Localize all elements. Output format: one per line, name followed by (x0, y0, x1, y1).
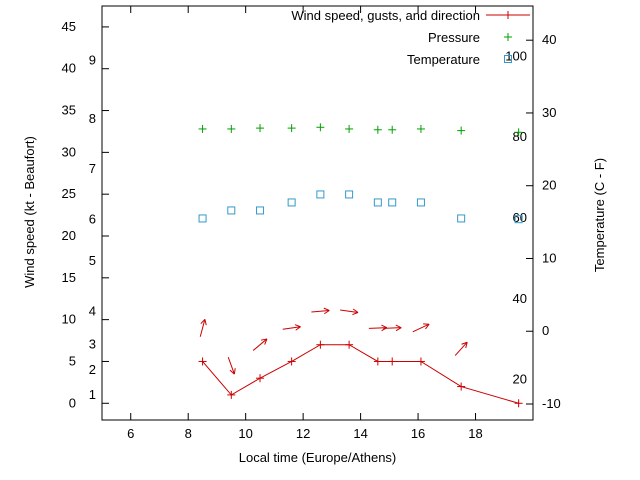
svg-text:2: 2 (89, 362, 96, 377)
svg-text:20: 20 (542, 178, 556, 193)
legend-item-temperature: Temperature (0, 48, 530, 70)
x-axis-title: Local time (Europe/Athens) (238, 450, 397, 465)
svg-text:3: 3 (89, 337, 96, 352)
temperature-square-icon (486, 52, 530, 66)
svg-text:45: 45 (62, 19, 76, 34)
svg-text:30: 30 (542, 105, 556, 120)
svg-text:35: 35 (62, 103, 76, 118)
svg-text:8: 8 (89, 111, 96, 126)
svg-text:7: 7 (89, 161, 96, 176)
svg-text:6: 6 (89, 211, 96, 226)
legend: Wind speed, gusts, and direction Pressur… (0, 4, 530, 70)
svg-text:4: 4 (89, 303, 96, 318)
svg-text:10: 10 (62, 312, 76, 327)
svg-text:0: 0 (542, 323, 549, 338)
svg-text:0: 0 (69, 395, 76, 410)
svg-text:12: 12 (296, 426, 310, 441)
svg-text:40: 40 (62, 61, 76, 76)
svg-text:100: 100 (505, 48, 527, 63)
svg-text:14: 14 (353, 426, 367, 441)
svg-text:5: 5 (69, 353, 76, 368)
svg-text:5: 5 (89, 253, 96, 268)
svg-text:16: 16 (411, 426, 425, 441)
svg-text:8: 8 (185, 426, 192, 441)
svg-text:6: 6 (127, 426, 134, 441)
svg-text:9: 9 (89, 52, 96, 67)
legend-label-wind: Wind speed, gusts, and direction (291, 7, 480, 23)
legend-label-pressure: Pressure (427, 29, 480, 45)
svg-text:20: 20 (513, 372, 527, 387)
svg-text:10: 10 (238, 426, 252, 441)
svg-text:20: 20 (62, 228, 76, 243)
svg-text:60: 60 (513, 210, 527, 225)
wind-line-plus-icon (486, 8, 530, 22)
legend-item-wind: Wind speed, gusts, and direction (0, 4, 530, 26)
svg-text:-10: -10 (542, 396, 561, 411)
svg-text:40: 40 (542, 32, 556, 47)
svg-text:40: 40 (513, 291, 527, 306)
svg-text:25: 25 (62, 186, 76, 201)
svg-text:80: 80 (513, 129, 527, 144)
legend-item-pressure: Pressure (0, 26, 530, 48)
svg-text:18: 18 (468, 426, 482, 441)
svg-text:30: 30 (62, 144, 76, 159)
legend-label-temperature: Temperature (407, 51, 480, 67)
pressure-plus-icon (486, 30, 530, 44)
svg-text:10: 10 (542, 250, 556, 265)
left-axis-title: Wind speed (kt - Beaufort) (22, 136, 37, 288)
svg-text:15: 15 (62, 270, 76, 285)
svg-text:1: 1 (89, 387, 96, 402)
right-axis-title: Temperature (C - F) (592, 157, 607, 273)
